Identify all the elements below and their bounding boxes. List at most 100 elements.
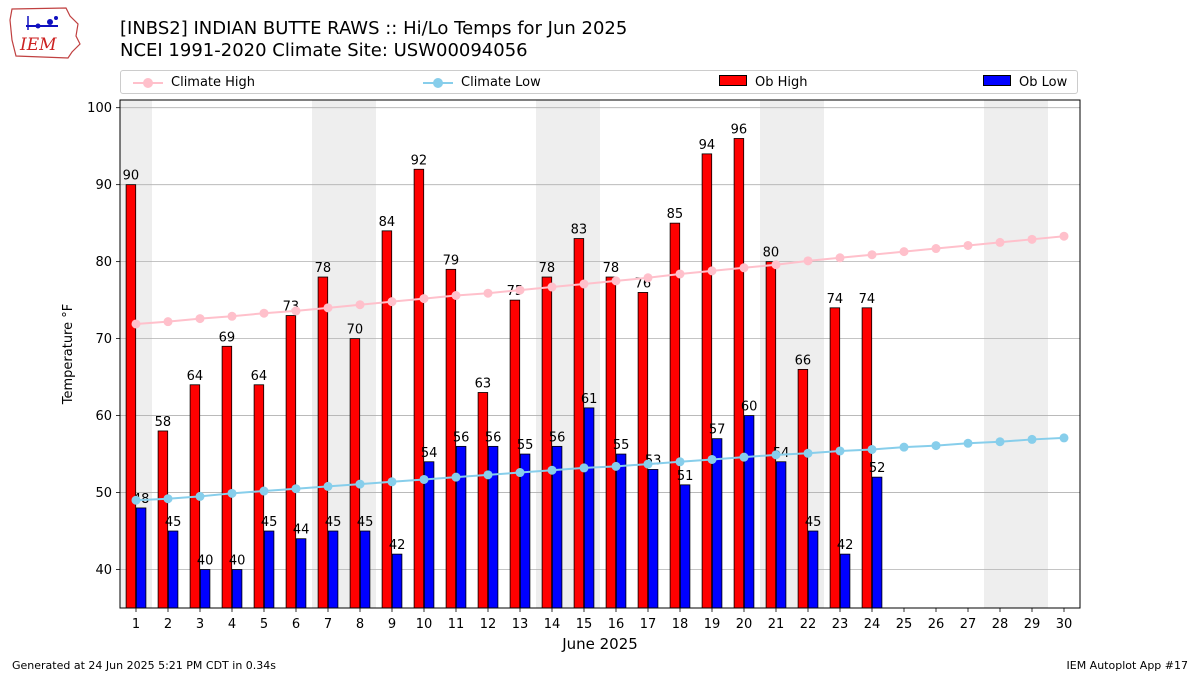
ob-low-bar-1 <box>135 507 147 609</box>
ob-low-label-13: 55 <box>517 438 534 453</box>
ob-high-label-4: 69 <box>219 330 236 345</box>
ob-low-bar-16 <box>615 453 627 609</box>
y-tick-label-40: 40 <box>95 563 112 578</box>
climate-high-point-22 <box>803 256 813 266</box>
x-tick-label-19: 19 <box>704 617 721 632</box>
climate-high-point-24 <box>867 250 877 260</box>
x-tick-label-29: 29 <box>1024 617 1041 632</box>
climate-high-point-27 <box>963 240 973 250</box>
climate-high-point-16 <box>611 276 621 286</box>
climate-high-point-23 <box>835 253 845 263</box>
legend-entry-ob-low: Ob Low <box>983 74 1067 92</box>
ob-high-swatch <box>719 75 747 86</box>
x-tick-label-15: 15 <box>576 617 593 632</box>
climate-high-point-7 <box>323 303 333 313</box>
y-tick-label-50: 50 <box>95 486 112 501</box>
ob-low-bar-17 <box>647 469 659 609</box>
climate-low-point-12 <box>483 470 493 480</box>
ob-low-label-12: 56 <box>485 430 502 445</box>
climate-high-point-29 <box>1027 234 1037 244</box>
legend-entry-climate-high: Climate High <box>133 74 255 92</box>
footer-app: IEM Autoplot App #17 <box>1066 659 1189 672</box>
climate-high-point-18 <box>675 269 685 279</box>
climate-low-point-2 <box>163 494 173 504</box>
ob-high-label-7: 78 <box>315 261 332 276</box>
ob-high-bar-10 <box>413 168 425 609</box>
climate-high-point-9 <box>387 297 397 307</box>
climate-low-point-30 <box>1059 433 1069 443</box>
ob-low-bar-21 <box>775 461 787 609</box>
climate-high-point-5 <box>259 308 269 318</box>
climate-high-point-13 <box>515 285 525 295</box>
legend-label-climate-low: Climate Low <box>461 75 541 90</box>
x-axis-label: June 2025 <box>561 635 638 653</box>
x-tick-label-20: 20 <box>736 617 753 632</box>
ob-high-label-14: 78 <box>539 261 556 276</box>
climate-low-point-25 <box>899 442 909 452</box>
ob-low-label-16: 55 <box>613 438 630 453</box>
x-tick-label-21: 21 <box>768 617 785 632</box>
legend-entry-climate-low: Climate Low <box>423 74 541 92</box>
y-tick-label-100: 100 <box>87 101 112 116</box>
x-tick-label-30: 30 <box>1056 617 1073 632</box>
climate-low-line <box>135 436 1065 502</box>
climate-high-point-15 <box>579 279 589 289</box>
ob-low-label-8: 45 <box>357 515 374 530</box>
weekend-shade-4 <box>984 100 1048 608</box>
ob-low-bar-4 <box>231 569 243 609</box>
ob-low-bar-3 <box>199 569 211 609</box>
ob-low-label-15: 61 <box>581 392 598 407</box>
ob-low-label-5: 45 <box>261 515 278 530</box>
ob-low-label-4: 40 <box>229 554 246 569</box>
x-tick-label-6: 6 <box>292 617 300 632</box>
ob-low-label-2: 45 <box>165 515 182 530</box>
x-tick-label-28: 28 <box>992 617 1009 632</box>
y-tick-label-70: 70 <box>95 332 112 347</box>
ob-high-label-23: 74 <box>827 292 844 307</box>
climate-high-point-17 <box>643 273 653 283</box>
climate-low-point-6 <box>291 484 301 494</box>
climate-low-point-5 <box>259 486 269 496</box>
ob-low-label-6: 44 <box>293 523 310 538</box>
climate-high-point-25 <box>899 247 909 257</box>
climate-high-point-4 <box>227 311 237 321</box>
ob-low-bar-18 <box>679 484 691 609</box>
x-tick-label-17: 17 <box>640 617 657 632</box>
ob-low-bar-9 <box>391 553 403 609</box>
ob-high-bar-21 <box>765 261 777 609</box>
chart-legend: Climate High Climate Low Ob High Ob Low <box>120 70 1078 94</box>
climate-high-point-8 <box>355 300 365 310</box>
x-tick-label-7: 7 <box>324 617 332 632</box>
climate-high-line <box>135 235 1065 325</box>
ob-low-bar-19 <box>711 438 723 609</box>
ob-low-label-22: 45 <box>805 515 822 530</box>
x-tick-label-2: 2 <box>164 617 172 632</box>
ob-high-label-12: 63 <box>475 376 492 391</box>
climate-low-point-13 <box>515 468 525 478</box>
ob-low-label-14: 56 <box>549 430 566 445</box>
ob-high-label-18: 85 <box>667 207 684 222</box>
climate-high-point-26 <box>931 244 941 254</box>
x-tick-label-24: 24 <box>864 617 881 632</box>
climate-high-point-11 <box>451 291 461 301</box>
climate-high-point-20 <box>739 263 749 273</box>
ob-high-bar-17 <box>637 292 649 609</box>
ob-high-label-1: 90 <box>123 169 140 184</box>
title-line-1: [INBS2] INDIAN BUTTE RAWS :: Hi/Lo Temps… <box>120 18 628 39</box>
climate-low-point-7 <box>323 481 333 491</box>
y-axis-label: Temperature °F <box>61 304 76 405</box>
ob-low-bar-13 <box>519 453 531 609</box>
ob-low-bar-10 <box>423 461 435 609</box>
ob-low-bar-23 <box>839 553 851 609</box>
climate-high-point-10 <box>419 294 429 304</box>
climate-low-point-4 <box>227 488 237 498</box>
climate-low-point-29 <box>1027 434 1037 444</box>
ob-high-label-24: 74 <box>859 292 876 307</box>
ob-high-bar-12 <box>477 392 489 609</box>
ob-high-label-3: 64 <box>187 369 204 384</box>
x-tick-label-4: 4 <box>228 617 236 632</box>
ob-low-bar-6 <box>295 538 307 609</box>
climate-low-point-17 <box>643 459 653 469</box>
ob-high-label-8: 70 <box>347 323 364 338</box>
